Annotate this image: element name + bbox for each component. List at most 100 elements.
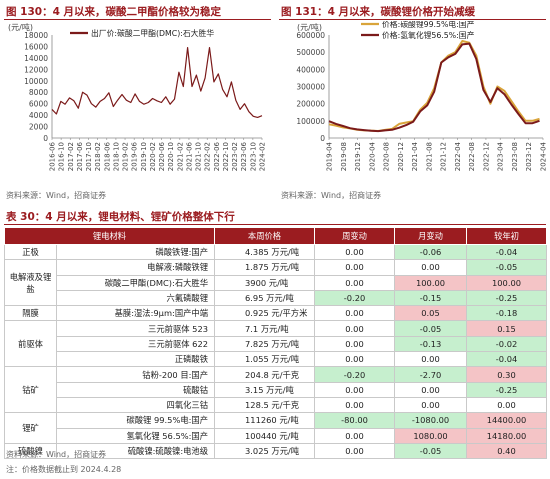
price-cell: 7.825 万元/吨 — [214, 335, 316, 353]
x-tick-label: 2022-12 — [482, 142, 490, 171]
week-change-cell: 0.00 — [314, 274, 396, 291]
price-cell: 3.15 万元/吨 — [214, 381, 316, 398]
category-cell: 前驱体 — [4, 320, 57, 368]
week-change-cell: 0.00 — [314, 396, 396, 414]
table-header-row: 锂电材料 本周价格 周变动 月变动 较年初 — [3, 227, 548, 245]
y-tick-label: 0 — [320, 134, 325, 143]
price-cell: 100440 元/吨 — [214, 427, 316, 444]
month-change-cell: 0.05 — [394, 305, 468, 322]
y-tick-label: 8000 — [29, 88, 48, 97]
month-change-cell: 1080.00 — [394, 427, 468, 444]
y-tick-label: 400000 — [296, 65, 325, 74]
x-tick-label: 2023-02 — [231, 142, 239, 171]
y-tick-label: 12000 — [24, 65, 48, 74]
x-tick-label: 2019-10 — [140, 142, 148, 171]
x-tick-label: 2021-04 — [411, 141, 419, 171]
week-change-cell: -80.00 — [314, 412, 396, 429]
x-tick-label: 2019-08 — [340, 142, 348, 171]
x-tick-label: 2020-12 — [397, 142, 405, 171]
y-tick-label: 16000 — [24, 42, 48, 51]
series-line — [328, 40, 540, 132]
header-material: 锂电材料 — [3, 227, 216, 245]
table-row: 正极 磷酸铁锂:国产 4.385 万元/吨 0.00 -0.06 -0.04 — [4, 243, 548, 261]
x-tick-label: 2021-06 — [185, 141, 193, 171]
y-unit-label: (元/吨) — [8, 22, 33, 32]
lithium-materials-price-table: 锂电材料 本周价格 周变动 月变动 较年初 正极 磷酸铁锂:国产 4.385 万元/… — [3, 227, 548, 460]
x-tick-label: 2023-12 — [525, 142, 533, 171]
price-cell: 6.95 万元/吨 — [214, 289, 316, 307]
week-change-cell: -0.20 — [314, 289, 396, 307]
lithium-price-chart: (元/吨) 0 100000 200000 300000 400000 500000 6000… — [296, 21, 548, 171]
price-cell: 204.8 元/千克 — [214, 366, 316, 383]
week-change-cell: 0.00 — [314, 427, 396, 444]
y-tick-label: 300000 — [296, 83, 325, 92]
header-month-change: 月变动 — [394, 227, 468, 245]
ytd-change-cell: 0.00 — [466, 396, 548, 414]
y-tick-label: 4000 — [29, 111, 48, 120]
table-row: 六氟磷酸锂 6.95 万元/吨 -0.20 -0.15 -0.25 — [5, 289, 548, 307]
month-change-cell: -0.15 — [394, 289, 468, 307]
week-change-cell: 0.00 — [314, 259, 396, 276]
header-price: 本周价格 — [214, 227, 316, 245]
ytd-change-cell: 0.40 — [466, 442, 548, 460]
table-row: 前驱体 三元前驱体 523 7.1 万元/吨 0.00 -0.05 0.15 — [4, 320, 548, 368]
month-change-cell: 0.00 — [394, 381, 468, 398]
x-tick-label: 2023-06 — [240, 141, 248, 171]
x-tick-label: 2019-02 — [122, 142, 130, 171]
category-cell: 正极 — [4, 243, 57, 261]
x-tick-label: 2020-02 — [149, 142, 157, 171]
x-tick-label: 2022-02 — [204, 142, 212, 171]
header-week-change: 周变动 — [314, 227, 396, 245]
month-change-cell: -0.06 — [394, 243, 468, 261]
item-cell: 硫酸镍:硫酸镍:电池级 — [55, 442, 216, 460]
x-tick-label: 2024-04 — [540, 141, 548, 171]
item-cell: 四氧化三钴 — [55, 396, 216, 414]
table-row: 钴矿 钴粉-200 目:国产 204.8 元/千克 -0.20 -2.70 0.30 — [4, 366, 548, 414]
x-tick-label: 2021-12 — [440, 142, 448, 171]
table-row: 电解液及锂盐 电解液:磷酸铁锂 1.875 万元/吨 0.00 0.00 -0.05 — [4, 259, 548, 307]
x-tick-label: 2017-02 — [67, 142, 75, 171]
table-row: 四氧化三钴 128.5 元/千克 0.00 0.00 0.00 — [5, 396, 548, 414]
month-change-cell: -1080.00 — [394, 412, 468, 429]
item-cell: 碳酸锂 99.5%电:国产 — [55, 412, 216, 429]
y-tick-label: 10000 — [24, 77, 48, 86]
month-change-cell: 0.00 — [394, 259, 468, 276]
y-tick-label: 6000 — [29, 100, 48, 109]
week-change-cell: 0.00 — [314, 335, 396, 353]
item-cell: 基膜:湿法:9μm:国产中端 — [55, 305, 216, 322]
y-unit-label: (元/吨) — [297, 22, 322, 32]
x-tick-label: 2018-06 — [103, 141, 111, 171]
ytd-change-cell: 14180.00 — [466, 427, 548, 444]
table-row: 正磷酸铁 1.055 万元/吨 0.00 0.00 -0.04 — [5, 351, 548, 368]
month-change-cell: -0.13 — [394, 335, 468, 353]
x-tick-label: 2020-04 — [368, 141, 376, 171]
x-tick-label: 2019-04 — [326, 141, 334, 171]
x-tick-label: 2023-04 — [497, 141, 505, 171]
table30-source: 资料来源：Wind，招商证券 — [6, 450, 107, 459]
x-tick-label: 2021-08 — [425, 142, 433, 171]
ytd-change-cell: 0.30 — [466, 366, 548, 383]
week-change-cell: -0.20 — [314, 366, 396, 383]
price-cell: 1.055 万元/吨 — [214, 351, 316, 368]
legend-label: 价格:氢氧化锂56.5%:国产 — [382, 30, 475, 40]
y-tick-label: 500000 — [296, 48, 325, 57]
week-change-cell: 0.00 — [314, 305, 396, 322]
price-cell: 4.385 万元/吨 — [214, 243, 316, 261]
x-tick-label: 2020-08 — [383, 142, 391, 171]
price-cell: 3900 元/吨 — [214, 274, 316, 291]
category-cell: 隔膜 — [4, 305, 57, 322]
x-tick-label: 2019-06 — [131, 141, 139, 171]
fig131-title: 图 131：4 月以来，碳酸锂价格开始减缓 — [281, 6, 476, 18]
month-change-cell: 0.00 — [394, 396, 468, 414]
item-cell: 三元前驱体 523 — [55, 320, 216, 337]
series-line — [51, 47, 263, 119]
x-tick-label: 2017-06 — [76, 141, 84, 171]
dmc-price-chart: (元/吨) 0 2000 4000 6000 8000 10000 12000 14000 160… — [8, 22, 267, 171]
week-change-cell: 0.00 — [314, 381, 396, 398]
category-cell: 电解液及锂盐 — [4, 259, 57, 307]
fig130-title-rule — [4, 19, 271, 20]
price-cell: 111260 元/吨 — [214, 412, 316, 429]
ytd-change-cell: -0.02 — [466, 335, 548, 353]
y-tick-label: 2000 — [29, 123, 48, 132]
price-cell: 128.5 元/千克 — [214, 396, 316, 414]
